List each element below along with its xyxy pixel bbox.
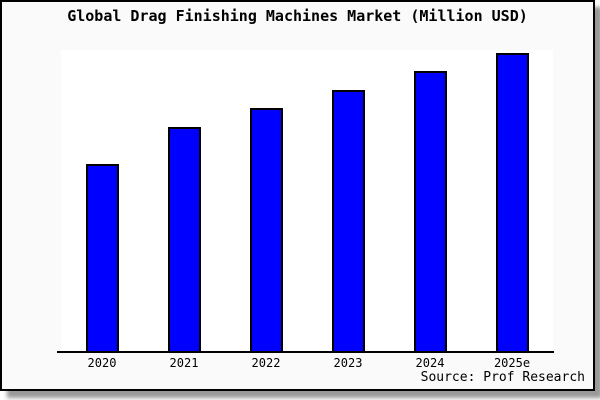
x-axis-label-2021: 2021 — [169, 356, 199, 370]
x-axis-label-2020: 2020 — [87, 356, 117, 370]
bar-2025e — [495, 53, 529, 353]
bar-2021 — [167, 127, 201, 353]
bar-2024 — [413, 71, 447, 353]
plot-area — [61, 50, 553, 353]
x-axis-line — [57, 351, 554, 353]
bar-2020 — [85, 164, 119, 353]
source-note: Source: Prof Research — [420, 370, 585, 385]
bars-layer — [61, 50, 553, 353]
bar-2023 — [331, 90, 365, 353]
chart-card: Global Drag Finishing Machines Market (M… — [0, 0, 595, 391]
x-axis-label-2024: 2024 — [415, 356, 445, 370]
chart-title: Global Drag Finishing Machines Market (M… — [67, 7, 528, 25]
x-axis-label-2022: 2022 — [251, 356, 281, 370]
x-axis-label-2025e: 2025e — [493, 356, 531, 370]
x-axis-label-2023: 2023 — [333, 356, 363, 370]
bar-2022 — [249, 108, 283, 353]
